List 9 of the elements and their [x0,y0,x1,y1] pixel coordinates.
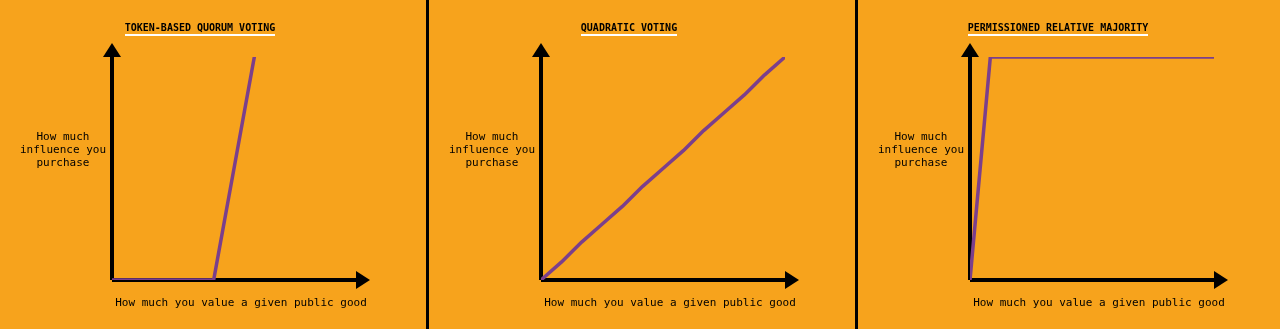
y-axis-title: How much influence you purchase [447,130,537,169]
chart-title: QUADRATIC VOTING [580,22,678,36]
x-axis-title: How much you value a given public good [972,296,1226,309]
x-axis-title: How much you value a given public good [543,296,797,309]
y-axis-title: How much influence you purchase [876,130,966,169]
x-axis-title: How much you value a given public good [114,296,368,309]
chart-title: PERMISSIONED RELATIVE MAJORITY [967,22,1149,36]
y-axis-title: How much influence you purchase [18,130,108,169]
chart-title: TOKEN-BASED QUORUM VOTING [124,22,276,36]
